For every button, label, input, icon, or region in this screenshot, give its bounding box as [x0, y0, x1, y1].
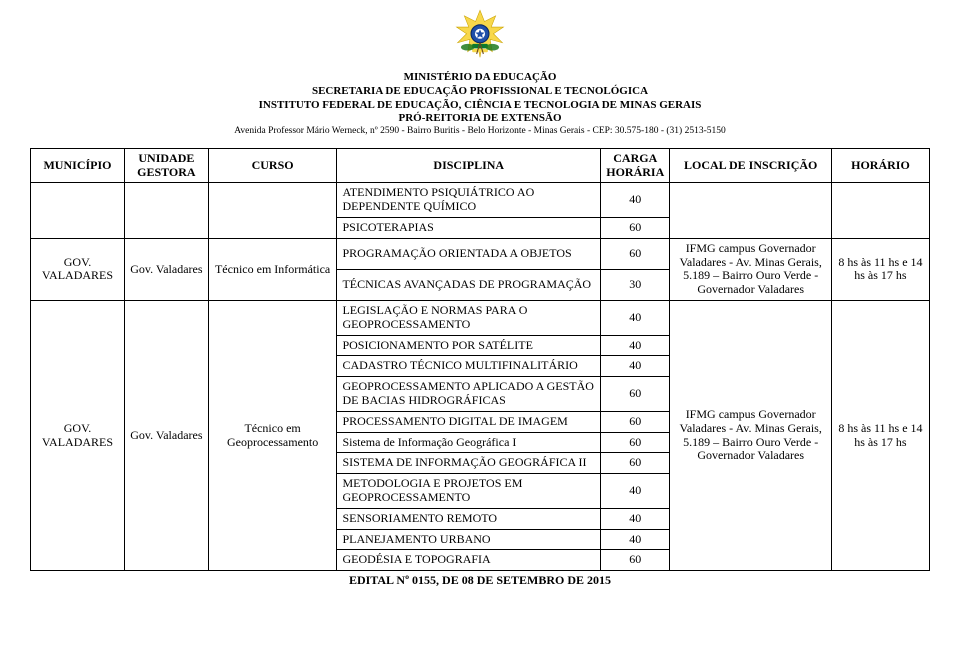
cell-municipio: GOV. VALADARES: [31, 238, 125, 300]
col-disciplina: DISCIPLINA: [337, 148, 601, 183]
cell-curso: Técnico em Informática: [208, 238, 337, 300]
cell-unidade: Gov. Valadares: [124, 301, 208, 571]
cell-disciplina: CADASTRO TÉCNICO MULTIFINALITÁRIO: [337, 356, 601, 377]
cell-unidade-blank: [124, 183, 208, 238]
brazil-coat-of-arms-icon: [452, 8, 508, 67]
cell-carga: 40: [601, 508, 670, 529]
col-unidade: UNIDADE GESTORA: [124, 148, 208, 183]
cell-local-blank: [670, 183, 831, 238]
cell-disciplina: TÉCNICAS AVANÇADAS DE PROGRAMAÇÃO: [337, 269, 601, 300]
cell-horario: 8 hs às 11 hs e 14 hs às 17 hs: [831, 301, 929, 571]
cell-carga: 60: [601, 411, 670, 432]
header-address: Avenida Professor Mário Werneck, nº 2590…: [30, 126, 930, 138]
cell-carga: 60: [601, 550, 670, 571]
cell-curso: Técnico em Geoprocessamento: [208, 301, 337, 571]
cell-disciplina: PLANEJAMENTO URBANO: [337, 529, 601, 550]
table-header-row: MUNICÍPIO UNIDADE GESTORA CURSO DISCIPLI…: [31, 148, 930, 183]
table-row: GOV. VALADARES Gov. Valadares Técnico em…: [31, 238, 930, 269]
cell-horario-blank: [831, 183, 929, 238]
cell-municipio-blank: [31, 183, 125, 238]
cell-carga: 30: [601, 269, 670, 300]
cell-disciplina: PROCESSAMENTO DIGITAL DE IMAGEM: [337, 411, 601, 432]
cell-disciplina: LEGISLAÇÃO E NORMAS PARA O GEOPROCESSAME…: [337, 301, 601, 336]
header-line-3: INSTITUTO FEDERAL DE EDUCAÇÃO, CIÊNCIA E…: [30, 99, 930, 113]
cell-carga: 60: [601, 238, 670, 269]
cell-disciplina: Sistema de Informação Geográfica I: [337, 432, 601, 453]
cell-disciplina: PROGRAMAÇÃO ORIENTADA A OBJETOS: [337, 238, 601, 269]
cell-disciplina: SISTEMA DE INFORMAÇÃO GEOGRÁFICA II: [337, 453, 601, 474]
cell-curso-blank: [208, 183, 337, 238]
cell-carga: 40: [601, 356, 670, 377]
header-line-4: PRÓ-REITORIA DE EXTENSÃO: [30, 112, 930, 126]
col-curso: CURSO: [208, 148, 337, 183]
cell-disciplina: GEOPROCESSAMENTO APLICADO A GESTÃO DE BA…: [337, 377, 601, 412]
cell-carga: 40: [601, 529, 670, 550]
cell-municipio: GOV. VALADARES: [31, 301, 125, 571]
document-header: MINISTÉRIO DA EDUCAÇÃO SECRETARIA DE EDU…: [30, 8, 930, 138]
col-municipio: MUNICÍPIO: [31, 148, 125, 183]
cell-disciplina: ATENDIMENTO PSIQUIÁTRICO AO DEPENDENTE Q…: [337, 183, 601, 218]
cell-local: IFMG campus Governador Valadares - Av. M…: [670, 301, 831, 571]
cell-local: IFMG campus Governador Valadares - Av. M…: [670, 238, 831, 300]
cell-carga: 60: [601, 218, 670, 239]
table-row: GOV. VALADARES Gov. Valadares Técnico em…: [31, 301, 930, 336]
cell-disciplina: PSICOTERAPIAS: [337, 218, 601, 239]
cell-carga: 40: [601, 301, 670, 336]
cell-carga: 40: [601, 335, 670, 356]
table-row: ATENDIMENTO PSIQUIÁTRICO AO DEPENDENTE Q…: [31, 183, 930, 218]
cell-carga: 40: [601, 183, 670, 218]
col-local: LOCAL DE INSCRIÇÃO: [670, 148, 831, 183]
courses-table: MUNICÍPIO UNIDADE GESTORA CURSO DISCIPLI…: [30, 148, 930, 571]
cell-carga: 40: [601, 474, 670, 509]
cell-carga: 60: [601, 432, 670, 453]
edital-footer: EDITAL Nº 0155, DE 08 DE SETEMBRO DE 201…: [30, 573, 930, 588]
header-line-2: SECRETARIA DE EDUCAÇÃO PROFISSIONAL E TE…: [30, 85, 930, 99]
cell-disciplina: METODOLOGIA E PROJETOS EM GEOPROCESSAMEN…: [337, 474, 601, 509]
col-horario: HORÁRIO: [831, 148, 929, 183]
cell-carga: 60: [601, 453, 670, 474]
col-carga: CARGA HORÁRIA: [601, 148, 670, 183]
cell-disciplina: SENSORIAMENTO REMOTO: [337, 508, 601, 529]
header-line-1: MINISTÉRIO DA EDUCAÇÃO: [30, 71, 930, 85]
cell-disciplina: GEODÉSIA E TOPOGRAFIA: [337, 550, 601, 571]
cell-unidade: Gov. Valadares: [124, 238, 208, 300]
cell-disciplina: POSICIONAMENTO POR SATÉLITE: [337, 335, 601, 356]
cell-carga: 60: [601, 377, 670, 412]
cell-horario: 8 hs às 11 hs e 14 hs às 17 hs: [831, 238, 929, 300]
